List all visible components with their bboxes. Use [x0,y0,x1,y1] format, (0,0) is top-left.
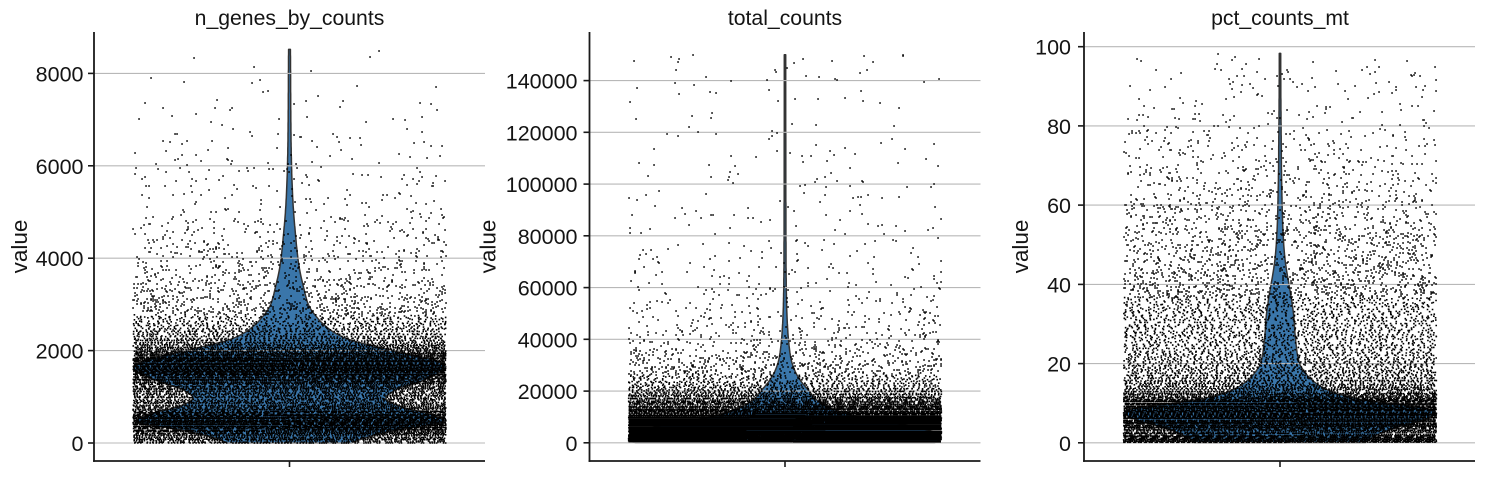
svg-text:100: 100 [1035,36,1071,60]
svg-text:pct_counts_mt: pct_counts_mt [1211,7,1349,30]
svg-text:value: value [1008,220,1033,274]
svg-text:8000: 8000 [36,62,84,86]
svg-text:60: 60 [1047,194,1071,218]
svg-text:0: 0 [72,432,84,456]
svg-text:140000: 140000 [506,70,578,94]
svg-text:0: 0 [1059,432,1071,456]
svg-text:20000: 20000 [518,380,578,404]
svg-text:total_counts: total_counts [728,7,842,30]
svg-text:40000: 40000 [518,328,578,352]
svg-text:0: 0 [566,432,578,456]
svg-text:2000: 2000 [36,340,84,364]
svg-text:100000: 100000 [506,173,578,197]
svg-text:value: value [7,220,32,274]
svg-text:value: value [476,220,501,274]
svg-text:60000: 60000 [518,277,578,301]
svg-text:80000: 80000 [518,225,578,249]
svg-text:80: 80 [1047,115,1071,139]
svg-text:20: 20 [1047,353,1071,377]
svg-text:n_genes_by_counts: n_genes_by_counts [195,7,385,30]
svg-text:40: 40 [1047,273,1071,297]
svg-text:4000: 4000 [36,247,84,271]
svg-text:6000: 6000 [36,155,84,179]
svg-text:120000: 120000 [506,121,578,145]
